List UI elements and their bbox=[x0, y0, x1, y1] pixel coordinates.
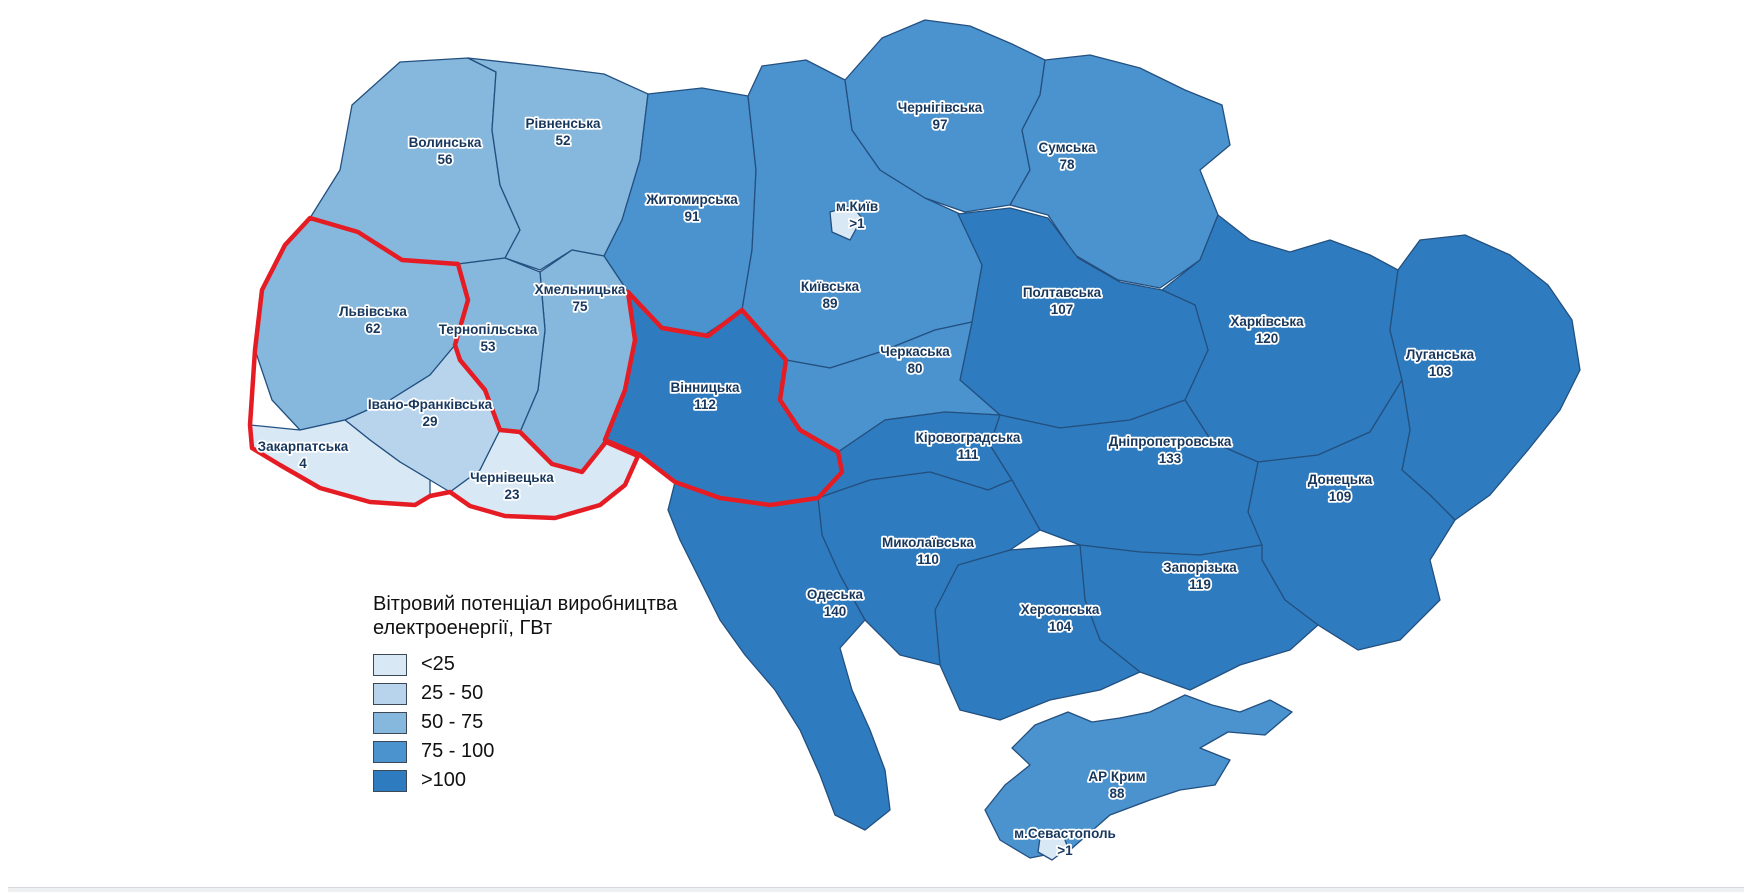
region-label-zhytomyr: Житомирська bbox=[645, 192, 738, 207]
region-label-luhansk: Луганська bbox=[1406, 347, 1475, 362]
region-label-poltava: Полтавська bbox=[1023, 285, 1102, 300]
region-sevastopol bbox=[1037, 831, 1069, 861]
region-label-khmelnytskyi: Хмельницька bbox=[535, 282, 626, 297]
region-value-odesa: 140 bbox=[824, 604, 847, 619]
region-value-chernivtsi: 23 bbox=[504, 487, 520, 502]
region-label-kyiv_city: м.Київ bbox=[836, 199, 878, 214]
region-value-rivne: 52 bbox=[555, 133, 570, 148]
region-label-crimea: АР Крим bbox=[1088, 769, 1145, 784]
legend-item-0: <25 bbox=[373, 650, 677, 679]
region-value-zakarpattia: 4 bbox=[299, 456, 307, 471]
region-value-kherson: 104 bbox=[1049, 619, 1072, 634]
region-value-donetsk: 109 bbox=[1329, 489, 1352, 504]
legend-item-4: >100 bbox=[373, 766, 677, 795]
region-value-sumy: 78 bbox=[1059, 157, 1075, 172]
region-label-chernivtsi: Чернівецька bbox=[470, 470, 554, 485]
page-edge-divider bbox=[8, 887, 1744, 892]
region-label-vinnytsia: Вінницька bbox=[671, 380, 740, 395]
legend-label-1: 25 - 50 bbox=[421, 682, 484, 704]
legend-swatch-4 bbox=[373, 769, 407, 792]
red-highlight-outline-1 bbox=[247, 215, 641, 521]
region-label-odesa: Одеська bbox=[807, 587, 864, 602]
region-value-kirovohrad: 111 bbox=[957, 447, 979, 462]
region-value-volyn: 56 bbox=[437, 152, 453, 167]
region-value-kharkiv: 120 bbox=[1256, 331, 1279, 346]
region-value-kyiv_obl: 89 bbox=[822, 296, 837, 311]
legend-rows: <25 25 - 50 50 - 75 75 - 100 >100 bbox=[373, 650, 677, 795]
region-value-ivano: 29 bbox=[422, 414, 437, 429]
region-label-kirovohrad: Кіровоградська bbox=[916, 430, 1021, 445]
region-value-zaporizhzhia: 119 bbox=[1189, 577, 1211, 592]
region-label-chernihiv: Чернігівська bbox=[898, 100, 983, 115]
region-odesa bbox=[667, 481, 891, 831]
region-value-kyiv_city: >1 bbox=[849, 216, 865, 231]
legend-label-4: >100 bbox=[421, 769, 467, 791]
region-label-kharkiv: Харківська bbox=[1230, 314, 1304, 329]
legend-label-2: 50 - 75 bbox=[421, 711, 484, 733]
region-label-zakarpattia: Закарпатська bbox=[258, 439, 349, 454]
region-value-chernihiv: 97 bbox=[932, 117, 947, 132]
legend-title-line1: Вітровий потенціал виробництва bbox=[373, 593, 678, 615]
region-value-khmelnytskyi: 75 bbox=[572, 299, 588, 314]
region-label-sumy: Сумська bbox=[1039, 140, 1096, 155]
region-sumy bbox=[1009, 54, 1231, 289]
region-label-donetsk: Донецька bbox=[1308, 472, 1373, 487]
region-value-luhansk: 103 bbox=[1429, 364, 1452, 379]
region-value-crimea: 88 bbox=[1109, 786, 1125, 801]
region-value-zhytomyr: 91 bbox=[684, 209, 700, 224]
region-label-kherson: Херсонська bbox=[1021, 602, 1100, 617]
region-value-poltava: 107 bbox=[1051, 302, 1074, 317]
region-value-vinnytsia: 112 bbox=[694, 397, 716, 412]
legend-item-3: 75 - 100 bbox=[373, 737, 677, 766]
region-value-mykolaiv: 110 bbox=[917, 552, 939, 567]
legend-label-3: 75 - 100 bbox=[421, 740, 495, 762]
region-label-volyn: Волинська bbox=[409, 135, 482, 150]
region-value-ternopil: 53 bbox=[480, 339, 496, 354]
legend-item-1: 25 - 50 bbox=[373, 679, 677, 708]
legend-item-2: 50 - 75 bbox=[373, 708, 677, 737]
region-label-ternopil: Тернопільська bbox=[439, 322, 538, 337]
region-label-ivano: Івано-Франківська bbox=[368, 397, 493, 412]
region-label-kyiv_obl: Київська bbox=[801, 279, 860, 294]
legend-title-line2: електроенергії, ГВт bbox=[373, 617, 553, 639]
region-crimea bbox=[984, 694, 1293, 859]
region-label-sevastopol: м.Севастополь bbox=[1014, 826, 1116, 841]
region-label-zaporizhzhia: Запорізька bbox=[1163, 560, 1237, 575]
region-value-dnipro: 133 bbox=[1159, 451, 1182, 466]
region-label-mykolaiv: Миколаївська bbox=[882, 535, 974, 550]
region-label-lviv: Львівська bbox=[339, 304, 407, 319]
region-value-cherkasy: 80 bbox=[907, 361, 922, 376]
region-value-sevastopol: >1 bbox=[1057, 843, 1073, 858]
legend-label-0: <25 bbox=[421, 653, 455, 675]
region-value-lviv: 62 bbox=[365, 321, 380, 336]
region-label-dnipro: Дніпропетровська bbox=[1109, 434, 1232, 449]
region-kyiv_city bbox=[829, 205, 863, 241]
map-legend: Вітровий потенціал виробництва електроен… bbox=[373, 592, 677, 795]
legend-swatch-3 bbox=[373, 740, 407, 763]
region-label-cherkasy: Черкаська bbox=[880, 344, 950, 359]
region-luhansk bbox=[1389, 234, 1581, 521]
legend-swatch-2 bbox=[373, 711, 407, 734]
legend-swatch-1 bbox=[373, 682, 407, 705]
legend-swatch-0 bbox=[373, 653, 407, 676]
red-highlight-outline-2 bbox=[602, 289, 845, 508]
region-label-rivne: Рівненська bbox=[526, 116, 601, 131]
